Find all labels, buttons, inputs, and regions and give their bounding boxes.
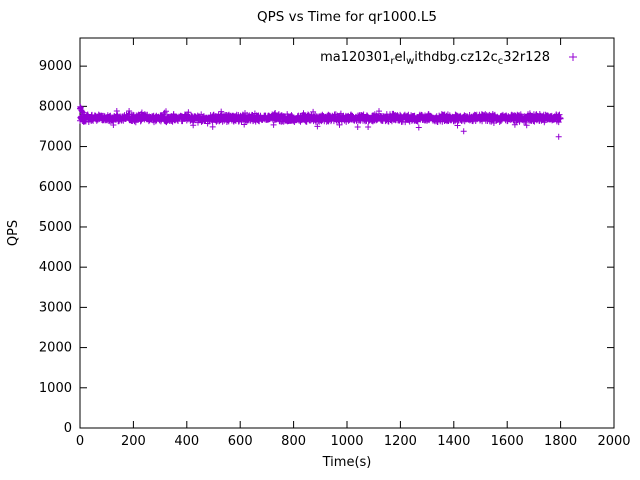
y-tick-label: 0 [64, 421, 72, 436]
x-tick-label: 1800 [544, 434, 577, 449]
legend-label-segment: ithdbg.cz12c [414, 50, 498, 65]
plot-border [79, 37, 615, 429]
chart-title: QPS vs Time for qr1000.L5 [257, 9, 437, 25]
legend-label-subscript: r [390, 56, 395, 67]
legend-label-subscript: c [498, 56, 504, 67]
legend-label-segment: 32r128 [503, 50, 550, 65]
y-axis-label: QPS [6, 220, 21, 246]
y-tick-label: 7000 [39, 140, 72, 155]
x-tick-label: 0 [76, 434, 84, 449]
y-tick-labels: 0 1000 2000 3000 4000 5000 6000 7000 8000 9000 [39, 59, 72, 436]
y-tick-label: 4000 [39, 260, 72, 275]
x-tick-label: 1200 [384, 434, 417, 449]
legend-label-subscript: w [406, 56, 414, 67]
x-tick-label: 200 [121, 434, 146, 449]
x-tick-label: 600 [228, 434, 253, 449]
x-tick-label: 1400 [437, 434, 470, 449]
y-tick-label: 6000 [39, 180, 72, 195]
x-ticks [79, 38, 615, 428]
x-tick-label: 1600 [491, 434, 524, 449]
y-tick-label: 9000 [39, 59, 72, 74]
data-points [77, 103, 564, 140]
x-tick-label: 2000 [597, 434, 630, 449]
y-tick-label: 3000 [39, 300, 72, 315]
legend-marker-plus-icon [569, 53, 577, 61]
legend-label: ma120301relwithdbg.cz12cc32r128 [320, 50, 550, 67]
legend-label-segment: el [394, 50, 406, 65]
y-tick-label: 5000 [39, 220, 72, 235]
legend: ma120301relwithdbg.cz12cc32r128 [320, 50, 577, 67]
x-axis-label: Time(s) [322, 455, 372, 470]
x-tick-label: 1000 [330, 434, 363, 449]
legend-label-segment: ma120301 [320, 50, 390, 65]
x-tick-label: 400 [174, 434, 199, 449]
y-tick-label: 1000 [39, 381, 72, 396]
x-tick-label: 800 [281, 434, 306, 449]
y-tick-label: 2000 [39, 341, 72, 356]
y-tick-label: 8000 [39, 99, 72, 114]
data-points-path [77, 103, 564, 140]
y-ticks [80, 65, 614, 429]
x-tick-labels: 0 200 400 600 800 1000 1200 1400 1600 1800 2000 [76, 434, 631, 449]
